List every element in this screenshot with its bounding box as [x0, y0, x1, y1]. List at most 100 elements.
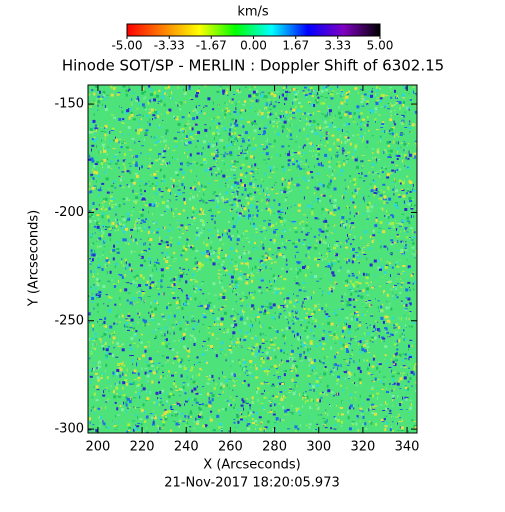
speckle: [347, 371, 351, 375]
speckle: [308, 166, 310, 168]
speckle: [307, 101, 311, 104]
speckle: [311, 312, 315, 315]
speckle: [380, 339, 382, 342]
speckle: [232, 169, 236, 171]
speckle: [281, 125, 285, 129]
speckle: [285, 110, 288, 114]
speckle: [302, 392, 304, 395]
speckle: [180, 274, 183, 278]
speckle: [117, 313, 119, 315]
speckle: [97, 127, 99, 130]
speckle: [344, 138, 346, 140]
speckle: [414, 426, 417, 430]
speckle: [400, 181, 402, 185]
speckle: [354, 299, 358, 301]
speckle: [166, 252, 169, 256]
speckle: [89, 106, 92, 108]
speckle: [217, 86, 220, 88]
speckle: [229, 345, 231, 348]
speckle: [366, 95, 370, 98]
speckle: [336, 353, 337, 355]
speckle: [313, 149, 315, 152]
speckle: [399, 335, 402, 337]
speckle: [230, 123, 232, 127]
speckle: [261, 91, 265, 93]
speckle: [159, 248, 161, 251]
speckle: [402, 178, 405, 180]
speckle: [413, 152, 417, 155]
speckle: [401, 336, 405, 338]
speckle: [109, 381, 111, 384]
speckle: [118, 175, 121, 177]
speckle: [159, 238, 161, 242]
speckle: [362, 313, 364, 317]
speckle: [404, 344, 406, 347]
speckle: [132, 303, 134, 306]
speckle: [237, 178, 241, 180]
speckle: [410, 325, 413, 328]
speckle: [350, 286, 353, 290]
speckle: [294, 314, 295, 318]
speckle: [332, 156, 335, 158]
speckle: [183, 197, 186, 201]
speckle: [313, 235, 316, 238]
speckle: [93, 185, 97, 187]
speckle: [345, 239, 348, 243]
speckle: [244, 400, 247, 404]
speckle: [126, 282, 130, 284]
speckle: [310, 361, 314, 364]
speckle: [325, 235, 327, 239]
speckle: [125, 93, 128, 97]
speckle: [260, 279, 264, 282]
speckle: [176, 311, 178, 314]
speckle: [222, 274, 225, 276]
speckle: [203, 209, 205, 212]
speckle: [196, 267, 199, 269]
speckle: [240, 145, 243, 147]
speckle: [166, 374, 168, 376]
speckle: [362, 289, 365, 293]
speckle: [281, 329, 284, 332]
speckle: [157, 293, 160, 296]
speckle: [135, 241, 138, 245]
speckle: [167, 188, 171, 192]
speckle: [346, 137, 350, 141]
speckle: [189, 187, 192, 190]
speckle: [218, 393, 222, 395]
speckle: [371, 205, 374, 209]
speckle: [317, 414, 320, 416]
speckle: [384, 149, 386, 150]
speckle: [380, 127, 384, 128]
speckle: [158, 243, 162, 245]
speckle: [89, 127, 93, 131]
speckle: [274, 101, 277, 103]
speckle: [123, 224, 125, 227]
speckle: [172, 149, 176, 151]
speckle: [106, 191, 110, 194]
speckle: [264, 262, 266, 264]
speckle: [284, 409, 288, 413]
speckle: [283, 168, 286, 172]
speckle: [276, 132, 280, 136]
speckle: [262, 243, 264, 246]
speckle: [114, 154, 118, 156]
speckle: [172, 404, 176, 405]
speckle: [274, 429, 277, 433]
speckle: [302, 176, 306, 180]
speckle: [370, 374, 374, 376]
speckle: [187, 155, 188, 159]
speckle: [128, 263, 131, 267]
speckle: [159, 362, 161, 365]
speckle: [327, 264, 331, 268]
speckle: [325, 209, 329, 212]
speckle: [133, 283, 135, 287]
speckle: [149, 390, 151, 394]
speckle: [369, 188, 371, 190]
speckle: [227, 184, 229, 188]
speckle: [132, 181, 136, 185]
speckle: [178, 305, 180, 309]
speckle: [148, 111, 152, 114]
speckle: [135, 330, 138, 333]
speckle: [409, 181, 413, 184]
speckle: [351, 274, 355, 277]
